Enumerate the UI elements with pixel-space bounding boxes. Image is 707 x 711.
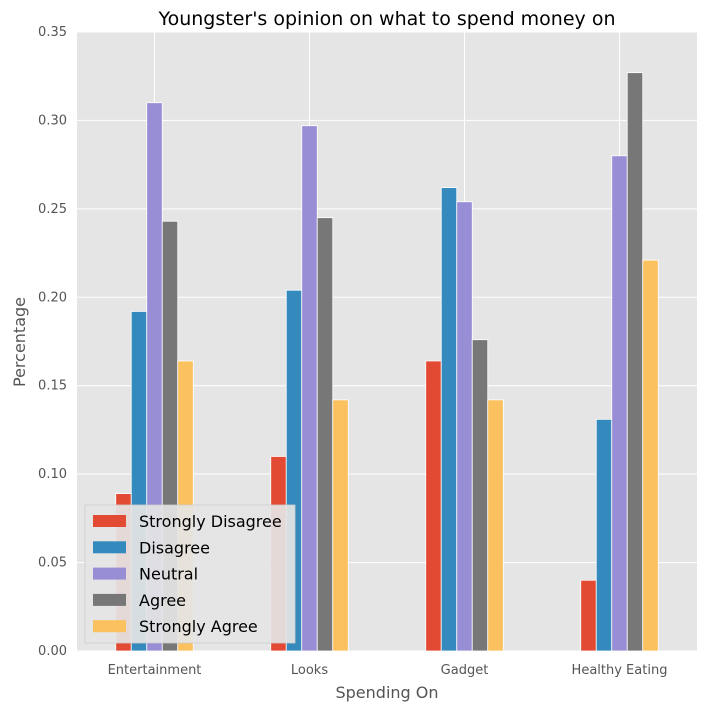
x-axis-ticks: Entertainment Looks Gadget Healthy Eating	[108, 663, 668, 678]
bar-neutral	[611, 155, 628, 652]
y-axis-label: Percentage	[10, 297, 29, 387]
legend-swatch	[93, 593, 126, 606]
bar-disagree	[440, 187, 458, 652]
y-tick-label: 0.20	[38, 290, 67, 305]
legend-label: Neutral	[139, 565, 198, 584]
bars	[115, 72, 659, 652]
y-tick-label: 0.05	[38, 556, 67, 571]
bar-strongly-agree	[332, 399, 349, 652]
y-tick-label: 0.15	[38, 379, 67, 394]
x-tick-label: Entertainment	[108, 663, 202, 678]
legend-label: Strongly Agree	[139, 617, 258, 636]
y-tick-label: 0.30	[38, 113, 67, 128]
legend: Strongly Disagree Disagree Neutral Agree Str…	[84, 504, 296, 644]
bar-strongly-agree	[642, 259, 659, 652]
x-axis-label: Spending On	[335, 683, 438, 702]
y-axis-ticks: 0.00 0.05 0.10 0.15 0.20 0.25 0.30 0.35	[38, 25, 67, 659]
x-tick-label: Healthy Eating	[572, 663, 668, 678]
bar-disagree	[595, 418, 613, 652]
y-tick-label: 0.10	[38, 467, 67, 482]
x-tick-label: Looks	[291, 663, 328, 678]
x-tick-label: Gadget	[441, 663, 489, 678]
bar-agree	[471, 339, 489, 652]
bar-strongly-disagree	[580, 579, 597, 652]
legend-swatch	[93, 515, 126, 527]
legend-label: Strongly Disagree	[139, 512, 282, 531]
bar-agree	[316, 217, 334, 652]
y-tick-label: 0.00	[38, 644, 67, 659]
bar-agree	[626, 72, 644, 652]
y-tick-label: 0.25	[38, 202, 67, 217]
bar-neutral	[456, 201, 473, 652]
bar-strongly-agree	[487, 399, 504, 652]
chart-title: Youngster's opinion on what to spend mon…	[158, 8, 616, 30]
bar-neutral	[301, 125, 318, 652]
legend-label: Agree	[139, 591, 186, 610]
legend-label: Disagree	[139, 538, 210, 557]
legend-swatch	[93, 620, 126, 633]
bar-strongly-disagree	[425, 360, 442, 652]
y-tick-label: 0.35	[38, 25, 67, 40]
legend-swatch	[93, 567, 126, 580]
legend-swatch	[93, 541, 126, 554]
